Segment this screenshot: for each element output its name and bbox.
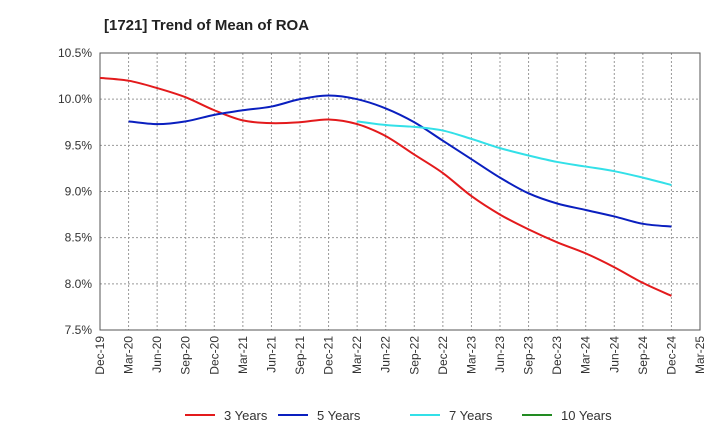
y-axis-tick-labels: 7.5% 8.0% 8.5% 9.0% 9.5% 10.0% 10.5% <box>58 46 92 337</box>
x-tick-label: Dec-23 <box>550 336 564 375</box>
x-tick-label: Dec-21 <box>322 336 336 375</box>
y-tick-label: 10.5% <box>58 46 92 60</box>
legend-label-5-years: 5 Years <box>317 408 361 423</box>
x-tick-label: Dec-24 <box>664 336 678 375</box>
series-line-7-years <box>357 120 672 187</box>
x-axis-tick-labels: Dec-19 Mar-20 Jun-20 Sep-20 Dec-20 Mar-21 Jun-… <box>93 336 707 375</box>
series-line-3-years <box>99 76 672 297</box>
series-line-5-years <box>128 94 672 228</box>
x-tick-label: Sep-22 <box>407 336 421 375</box>
y-tick-label: 8.0% <box>65 277 93 291</box>
y-tick-label: 9.5% <box>65 138 93 152</box>
x-tick-label: Mar-23 <box>464 336 478 374</box>
x-tick-label: Mar-25 <box>693 336 707 374</box>
x-tick-label: Dec-22 <box>436 336 450 375</box>
y-tick-label: 10.0% <box>58 92 92 106</box>
gridlines <box>99 52 701 331</box>
y-tick-label: 8.5% <box>65 231 93 245</box>
x-tick-label: Jun-24 <box>607 336 621 373</box>
x-tick-label: Mar-24 <box>579 336 593 374</box>
x-tick-label: Jun-20 <box>150 336 164 373</box>
data-series-lines <box>99 76 672 297</box>
x-tick-label: Mar-20 <box>122 336 136 374</box>
y-tick-label: 7.5% <box>65 323 93 337</box>
legend-label-7-years: 7 Years <box>449 408 493 423</box>
x-tick-label: Jun-22 <box>379 336 393 373</box>
x-tick-label: Mar-22 <box>350 336 364 374</box>
x-tick-label: Sep-20 <box>179 336 193 375</box>
x-tick-label: Jun-23 <box>493 336 507 373</box>
x-tick-label: Sep-21 <box>293 336 307 375</box>
x-tick-label: Mar-21 <box>236 336 250 374</box>
x-tick-label: Dec-19 <box>93 336 107 375</box>
plot-area-frame <box>99 52 701 331</box>
legend-label-3-years: 3 Years <box>224 408 268 423</box>
legend: 3 Years 5 Years 7 Years 10 Years <box>185 408 612 423</box>
x-tick-label: Sep-23 <box>522 336 536 375</box>
y-tick-label: 9.0% <box>65 185 93 199</box>
chart-title: [1721] Trend of Mean of ROA <box>104 17 309 34</box>
legend-label-10-years: 10 Years <box>561 408 612 423</box>
x-tick-label: Sep-24 <box>636 336 650 375</box>
x-tick-label: Jun-21 <box>264 336 278 373</box>
x-tick-label: Dec-20 <box>207 336 221 375</box>
